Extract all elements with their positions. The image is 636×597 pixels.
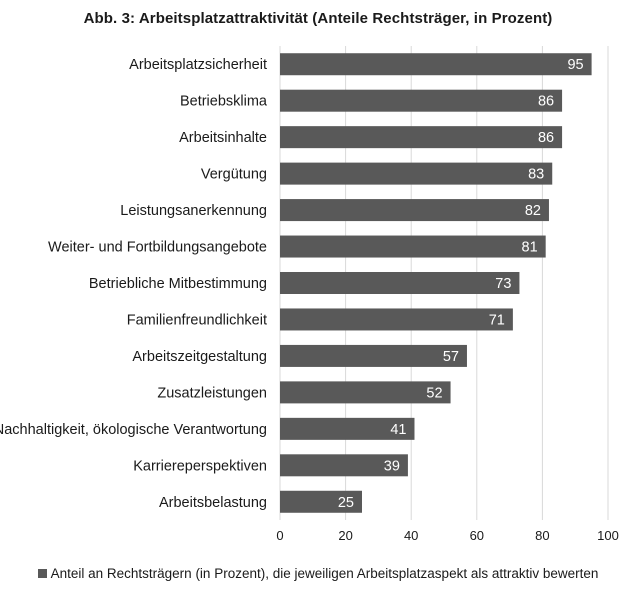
data-label: 83 [528,167,544,183]
chart-title: Abb. 3: Arbeitsplatzattraktivität (Antei… [83,10,553,27]
data-label: 57 [443,349,459,365]
category-label: Karriereperspektiven [133,458,267,474]
bar [280,344,467,367]
category-label: Arbeitszeitgestaltung [132,349,267,365]
bar [280,199,549,222]
legend: Anteil an Rechtsträgern (in Prozent), di… [0,566,636,581]
x-tick-label: 0 [276,528,283,543]
category-label: Nachhaltigkeit, ökologische Verantwortun… [0,422,267,438]
category-label: Betriebsklima [180,94,268,110]
bar [280,308,513,331]
x-tick-label: 40 [404,528,418,543]
category-label: Arbeitsbelastung [159,495,267,511]
legend-label: Anteil an Rechtsträgern (in Prozent), di… [50,566,599,581]
category-label: Arbeitsinhalte [179,130,267,146]
x-axis-ticks: 0 20 40 60 80 100 [276,528,618,543]
data-label: 86 [538,94,554,110]
data-label: 82 [525,203,541,219]
data-label: 41 [390,422,406,438]
bar [280,381,451,404]
data-label: 71 [489,312,505,328]
category-labels: Arbeitsplatzsicherheit Betriebsklima Arbei… [0,57,268,511]
x-tick-label: 80 [535,528,549,543]
category-label: Zusatzleistungen [157,385,267,401]
category-label: Weiter- und Fortbildungsangebote [48,240,267,256]
data-label: 39 [384,458,400,474]
data-label: 95 [567,57,583,73]
bar [280,126,563,149]
bars [280,53,592,513]
x-tick-label: 20 [338,528,352,543]
category-label: Familienfreundlichkeit [127,312,267,328]
bar [280,162,553,185]
data-label: 25 [338,495,354,511]
data-label: 52 [426,385,442,401]
legend-swatch [37,569,47,578]
bar [280,417,415,440]
bar [280,53,592,76]
data-label: 86 [538,130,554,146]
bar [280,89,563,112]
data-labels: 95 86 86 83 82 81 73 71 57 52 41 39 25 [338,57,584,511]
bar [280,454,408,477]
bar [280,272,520,294]
category-label: Arbeitsplatzsicherheit [129,57,267,73]
category-label: Vergütung [201,167,267,183]
x-tick-label: 100 [597,528,619,543]
category-label: Leistungsanerkennung [120,203,267,219]
category-label: Betriebliche Mitbestimmung [89,276,267,292]
x-tick-label: 60 [470,528,484,543]
data-label: 81 [522,240,538,256]
data-label: 73 [495,276,511,292]
bar [280,490,362,513]
bar [280,235,546,258]
